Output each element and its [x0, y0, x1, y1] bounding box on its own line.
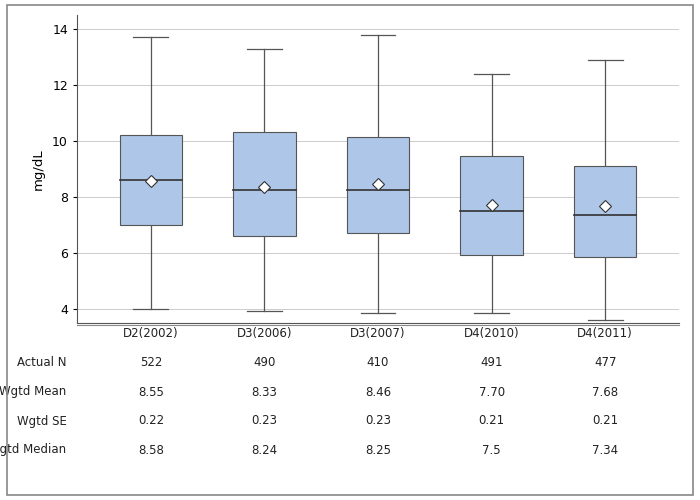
Text: D3(2007): D3(2007)	[350, 328, 406, 340]
FancyBboxPatch shape	[346, 136, 410, 233]
Text: D3(2006): D3(2006)	[237, 328, 292, 340]
Text: 8.55: 8.55	[138, 386, 164, 398]
Text: 7.34: 7.34	[592, 444, 618, 456]
Text: 8.33: 8.33	[251, 386, 277, 398]
Text: Wgtd Mean: Wgtd Mean	[0, 386, 66, 398]
Text: 0.21: 0.21	[592, 414, 618, 428]
Text: D4(2011): D4(2011)	[578, 328, 633, 340]
Text: 8.24: 8.24	[251, 444, 277, 456]
Y-axis label: mg/dL: mg/dL	[32, 148, 46, 190]
Text: 8.46: 8.46	[365, 386, 391, 398]
Text: 8.58: 8.58	[138, 444, 164, 456]
Text: 477: 477	[594, 356, 617, 370]
Text: 491: 491	[480, 356, 503, 370]
Text: 7.70: 7.70	[479, 386, 505, 398]
FancyBboxPatch shape	[233, 132, 295, 236]
Text: 410: 410	[367, 356, 389, 370]
FancyBboxPatch shape	[574, 166, 636, 257]
Text: D4(2010): D4(2010)	[464, 328, 519, 340]
Text: 490: 490	[253, 356, 276, 370]
Text: 0.22: 0.22	[138, 414, 164, 428]
Text: Wgtd Median: Wgtd Median	[0, 444, 66, 456]
Text: 0.23: 0.23	[251, 414, 277, 428]
Text: 8.25: 8.25	[365, 444, 391, 456]
Text: 522: 522	[139, 356, 162, 370]
Text: 0.21: 0.21	[479, 414, 505, 428]
Text: 0.23: 0.23	[365, 414, 391, 428]
Text: 7.68: 7.68	[592, 386, 618, 398]
FancyBboxPatch shape	[120, 135, 182, 224]
Text: D2(2002): D2(2002)	[123, 328, 178, 340]
FancyBboxPatch shape	[461, 156, 523, 256]
Text: Wgtd SE: Wgtd SE	[17, 414, 66, 428]
Text: Actual N: Actual N	[17, 356, 66, 370]
Text: 7.5: 7.5	[482, 444, 501, 456]
